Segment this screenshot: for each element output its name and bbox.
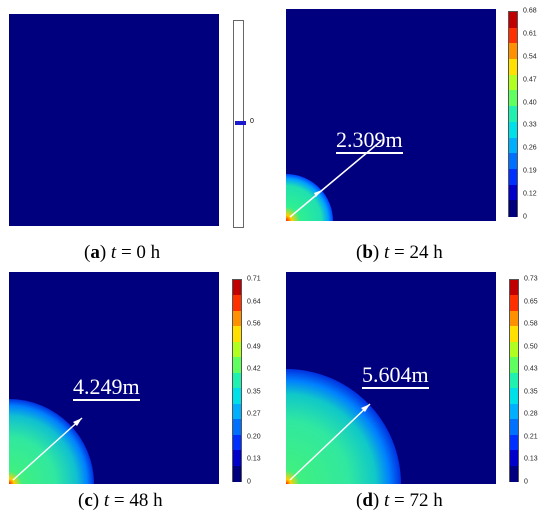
colorbar-tick-label: 0: [247, 478, 251, 486]
colorbar-d: [509, 279, 519, 482]
colorbar-c-segment: [233, 341, 241, 359]
colorbar-b-segment: [509, 59, 517, 76]
colorbar-tick-label: 0.20: [247, 433, 261, 441]
field-b: 2.309m: [286, 9, 496, 221]
colorbar-c-segment: [233, 434, 241, 452]
colorbar-tick-label: 0.64: [247, 298, 261, 306]
colorbar-b-segment: [509, 184, 517, 202]
field-d: 5.604m: [286, 272, 496, 484]
colorbar-tick-label: 0.42: [247, 365, 261, 373]
colorbar-c-segment: [233, 326, 241, 343]
colorbar-c-segment: [233, 310, 241, 328]
colorbar-b-segment: [509, 168, 517, 186]
colorbar-b-segment: [509, 106, 517, 123]
colorbar-tick-label: 0.68: [523, 7, 537, 15]
colorbar-d-segment: [510, 419, 518, 436]
caption-c: (c) t = 48 h: [78, 490, 163, 511]
radius-label-b: 2.309m: [336, 127, 403, 154]
colorbar-b-segment: [509, 200, 517, 217]
colorbar-a-zero-label: 0: [250, 118, 254, 125]
colorbar-tick-label: 0.58: [524, 320, 538, 328]
field-c: 4.249m: [9, 272, 219, 484]
colorbar-tick-label: 0.43: [524, 365, 538, 373]
colorbar-b-segment: [509, 27, 517, 45]
caption-a: (a) t = 0 h: [84, 242, 161, 263]
colorbar-b-segment: [509, 137, 517, 155]
colorbar-c-segment: [233, 403, 241, 421]
colorbar-tick-label: 0.49: [247, 343, 261, 351]
colorbar-d-ticks: 0.73 0.65 0.58 0.50 0.43 0.35 0.28 0.21 0.13 0: [524, 275, 549, 486]
colorbar-tick-label: 0.13: [524, 455, 538, 463]
colorbar-b-segment: [509, 74, 517, 92]
colorbar-tick-label: 0.35: [524, 388, 538, 396]
colorbar-tick-label: 0.12: [523, 190, 537, 198]
colorbar-tick-label: 0.71: [247, 275, 261, 283]
colorbar-c-segment: [233, 465, 241, 482]
colorbar-b-segment: [509, 153, 517, 170]
colorbar-d-segment: [510, 450, 518, 467]
colorbar-b: [508, 11, 518, 217]
colorbar-d-segment: [510, 295, 518, 312]
colorbar-d-segment: [510, 341, 518, 359]
colorbar-tick-label: 0.26: [523, 144, 537, 152]
colorbar-tick-label: 0.40: [523, 99, 537, 107]
colorbar-b-segment: [509, 121, 517, 139]
plume-d: [286, 369, 401, 484]
colorbar-tick-label: 0.28: [524, 410, 538, 418]
field-a: [9, 14, 219, 226]
colorbar-b-segment: [509, 90, 517, 108]
colorbar-tick-label: 0.56: [247, 320, 261, 328]
colorbar-tick-label: 0.50: [524, 343, 538, 351]
colorbar-d-segment: [510, 434, 518, 452]
colorbar-c-segment: [233, 280, 241, 297]
colorbar-d-segment: [510, 465, 518, 482]
colorbar-tick-label: 0.61: [523, 30, 537, 38]
plume-b: [286, 140, 382, 221]
colorbar-c-segment: [233, 419, 241, 436]
caption-b: (b) t = 24 h: [356, 242, 443, 263]
colorbar-c-segment: [233, 388, 241, 405]
colorbar-b-ticks: 0.68 0.61 0.54 0.47 0.40 0.33 0.26 0.19 0.12 0: [523, 7, 548, 221]
colorbar-b-segment: [509, 43, 517, 61]
colorbar-c-segment: [233, 357, 241, 374]
colorbar-a-zero-mark: [235, 121, 246, 125]
colorbar-d-segment: [510, 310, 518, 328]
colorbar-c-ticks: 0.71 0.64 0.56 0.49 0.42 0.35 0.27 0.20 0.13 0: [247, 275, 272, 486]
colorbar-d-segment: [510, 280, 518, 297]
colorbar-tick-label: 0.65: [524, 298, 538, 306]
colorbar-d-segment: [510, 403, 518, 421]
colorbar-d-segment: [510, 326, 518, 343]
radius-label-d: 5.604m: [362, 362, 429, 389]
plume-c: [9, 399, 94, 484]
caption-d: (d) t = 72 h: [356, 490, 443, 511]
colorbar-tick-label: 0.27: [247, 410, 261, 418]
colorbar-tick-label: 0.35: [247, 388, 261, 396]
colorbar-tick-label: 0.13: [247, 455, 261, 463]
colorbar-d-segment: [510, 357, 518, 374]
colorbar-d-segment: [510, 372, 518, 390]
colorbar-tick-label: 0.19: [523, 167, 537, 175]
colorbar-tick-label: 0.33: [523, 121, 537, 129]
colorbar-tick-label: 0.47: [523, 76, 537, 84]
colorbar-c: [232, 279, 242, 482]
colorbar-c-segment: [233, 295, 241, 312]
colorbar-tick-label: 0.54: [523, 53, 537, 61]
colorbar-b-segment: [509, 12, 517, 29]
colorbar-tick-label: 0: [524, 478, 528, 486]
colorbar-tick-label: 0.73: [524, 275, 538, 283]
colorbar-tick-label: 0: [523, 213, 527, 221]
colorbar-c-segment: [233, 372, 241, 390]
colorbar-tick-label: 0.21: [524, 433, 538, 441]
colorbar-c-segment: [233, 450, 241, 467]
colorbar-d-segment: [510, 388, 518, 405]
radius-label-c: 4.249m: [73, 374, 140, 401]
